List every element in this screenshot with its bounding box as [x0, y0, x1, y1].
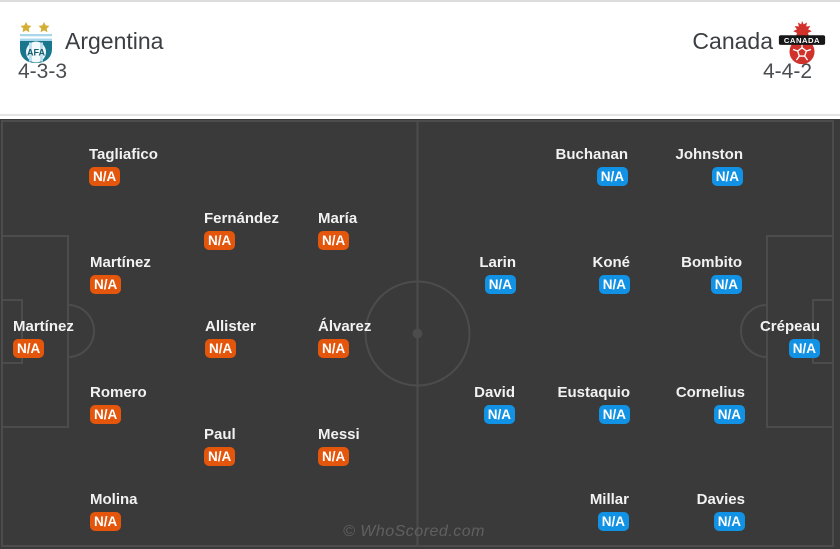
player-block[interactable]: Cornelius N/A — [676, 384, 745, 424]
player-name: Messi — [318, 426, 360, 443]
player-rating-badge: N/A — [788, 339, 820, 358]
player-block[interactable]: Fernández N/A — [204, 210, 279, 250]
pitch-markings — [1, 120, 834, 547]
svg-text:CANADA: CANADA — [784, 36, 820, 45]
player-rating-badge: N/A — [483, 405, 515, 424]
player-rating-badge: N/A — [90, 405, 122, 424]
player-block[interactable]: Romero N/A — [90, 384, 147, 424]
player-name: Romero — [90, 384, 147, 401]
player-name: Buchanan — [555, 146, 628, 163]
player-name: Álvarez — [318, 318, 372, 335]
player-name: Eustaquio — [557, 384, 630, 401]
player-name: Paul — [204, 426, 236, 443]
player-rating-badge: N/A — [89, 167, 121, 186]
player-block[interactable]: Tagliafico N/A — [89, 146, 158, 186]
player-name: Koné — [592, 254, 631, 271]
player-block[interactable]: María N/A — [318, 210, 357, 250]
player-rating-badge: N/A — [484, 275, 516, 294]
player-block[interactable]: Buchanan N/A — [555, 146, 628, 186]
player-block[interactable]: Millar N/A — [590, 491, 629, 531]
whoscored-watermark: © WhoScored.com — [343, 523, 485, 540]
player-rating-badge: N/A — [90, 512, 122, 531]
player-name: Davies — [696, 491, 745, 508]
home-team-name: Argentina — [65, 28, 164, 54]
player-rating-badge: N/A — [598, 405, 630, 424]
player-name: Millar — [589, 491, 629, 508]
player-rating-badge: N/A — [204, 447, 236, 466]
player-name: Johnston — [675, 146, 744, 163]
player-rating-badge: N/A — [710, 275, 742, 294]
player-name: Molina — [90, 491, 138, 508]
player-block[interactable]: Martínez N/A — [90, 254, 151, 294]
svg-text:AFA: AFA — [27, 48, 46, 58]
player-block[interactable]: Martínez N/A — [13, 318, 74, 358]
player-name: Tagliafico — [89, 146, 158, 163]
player-block[interactable]: Johnston N/A — [675, 146, 744, 186]
player-block[interactable]: Larin N/A — [479, 254, 516, 294]
player-name: David — [474, 384, 515, 401]
player-name: Cornelius — [675, 384, 745, 401]
player-name: Bombito — [681, 254, 742, 271]
player-rating-badge: N/A — [13, 339, 45, 358]
home-formation: 4-3-3 — [18, 60, 68, 83]
player-block[interactable]: Paul N/A — [204, 426, 236, 466]
player-rating-badge: N/A — [318, 339, 350, 358]
player-name: Fernández — [204, 210, 280, 227]
away-formation: 4-4-2 — [762, 60, 812, 83]
player-block[interactable]: Allister N/A — [205, 318, 256, 358]
pitch: © WhoScored.com Martínez N/A Tagliafico N/A… — [0, 119, 840, 549]
player-name: Martínez — [90, 254, 151, 271]
player-block[interactable]: Eustaquio N/A — [557, 384, 630, 424]
player-block[interactable]: David N/A — [474, 384, 515, 424]
player-rating-badge: N/A — [318, 447, 350, 466]
player-rating-badge: N/A — [205, 339, 237, 358]
player-name: María — [318, 210, 358, 227]
player-block[interactable]: Crépeau N/A — [760, 318, 820, 358]
canada-crest-icon: CANADA — [778, 20, 826, 65]
player-name: Larin — [479, 254, 516, 271]
top-border — [0, 0, 840, 2]
player-rating-badge: N/A — [713, 405, 745, 424]
player-block[interactable]: Davies N/A — [697, 491, 745, 531]
player-block[interactable]: Álvarez N/A — [318, 318, 371, 358]
player-block[interactable]: Molina N/A — [90, 491, 138, 531]
player-rating-badge: N/A — [597, 512, 629, 531]
argentina-crest-icon: AFA — [20, 22, 52, 63]
player-name: Crépeau — [759, 318, 820, 335]
player-rating-badge: N/A — [713, 512, 745, 531]
player-block[interactable]: Bombito N/A — [681, 254, 742, 294]
player-rating-badge: N/A — [711, 167, 743, 186]
player-name: Martínez — [13, 318, 74, 335]
player-rating-badge: N/A — [204, 231, 236, 250]
player-rating-badge: N/A — [596, 167, 628, 186]
player-rating-badge: N/A — [318, 231, 350, 250]
player-block[interactable]: Messi N/A — [318, 426, 360, 466]
player-rating-badge: N/A — [90, 275, 122, 294]
player-rating-badge: N/A — [598, 275, 630, 294]
player-block[interactable]: Koné N/A — [592, 254, 631, 294]
match-header: AFA Argentina 4-3-3 Canada 4-4-2 CANADA — [0, 2, 840, 116]
away-team-name: Canada — [692, 28, 773, 54]
player-name: Allister — [205, 318, 256, 335]
